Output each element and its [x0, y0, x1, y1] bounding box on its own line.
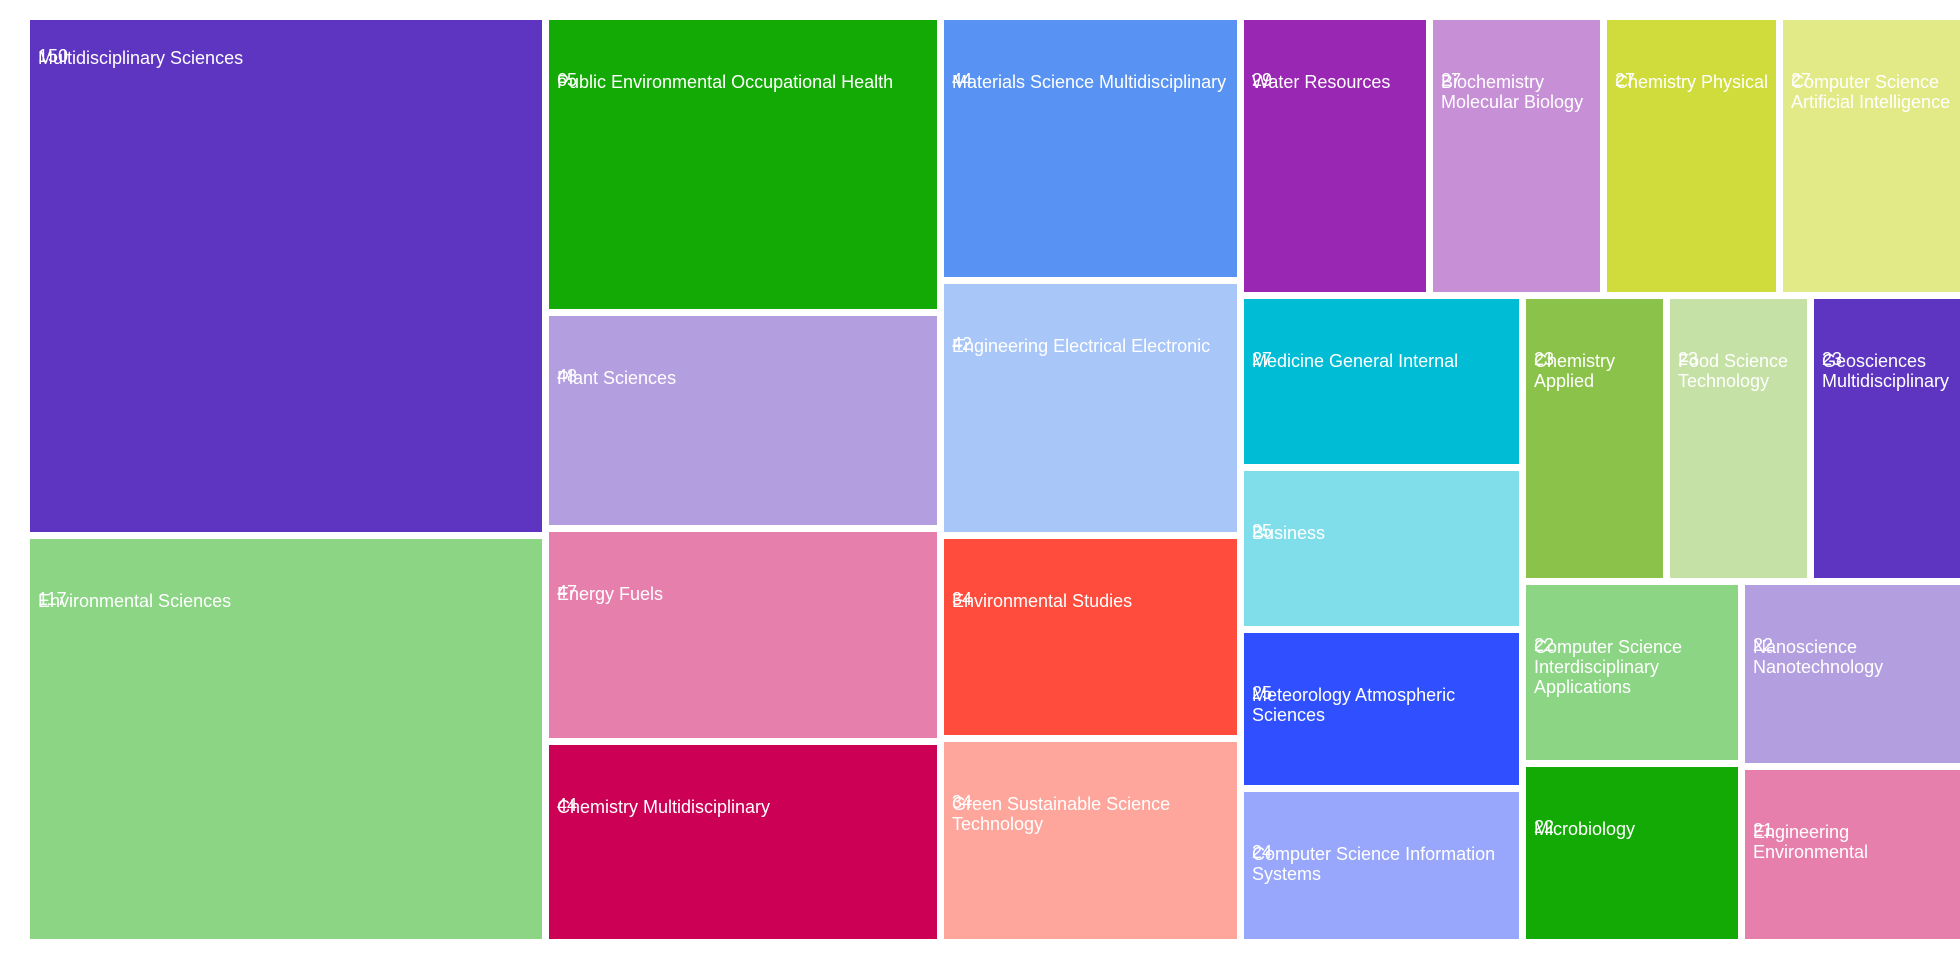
treemap-tile[interactable]: 22 Microbiology — [1526, 767, 1738, 939]
treemap-tile[interactable]: 27 Medicine General Internal — [1244, 299, 1519, 464]
tile-label: Business — [1252, 523, 1326, 543]
tile-value: 117 — [38, 589, 67, 609]
tile-value: 150 — [38, 46, 69, 66]
tile-label: Multidisciplinary Sciences — [38, 48, 244, 68]
treemap-tile[interactable]: 23 Geosciences Multidisciplinary — [1814, 299, 1960, 578]
tile-value: 34 — [952, 792, 973, 812]
tile-value: 21 — [1753, 820, 1774, 840]
tile-value: 27 — [1615, 70, 1636, 90]
tile-label: Computer Science Artificial Intelligence — [1791, 72, 1951, 112]
treemap-tile[interactable]: 25 Meteorology Atmospheric Sciences — [1244, 633, 1519, 785]
tile-value: 22 — [1534, 817, 1555, 837]
tile-value: 27 — [1441, 70, 1462, 90]
tile-value: 23 — [1534, 349, 1555, 369]
tile-value: 42 — [952, 334, 973, 354]
tile-value: 29 — [1252, 70, 1273, 90]
tile-label: Energy Fuels — [557, 584, 664, 604]
tile-label: Geosciences Multidisciplinary — [1822, 351, 1950, 391]
tile-label: Plant Sciences — [557, 368, 677, 388]
treemap-tile[interactable]: 24 Computer Science Information Systems — [1244, 792, 1519, 939]
treemap-tile[interactable]: 21 Engineering Environmental — [1745, 770, 1960, 939]
treemap-tile[interactable]: 27 Chemistry Physical — [1607, 20, 1776, 292]
tile-label: Water Resources — [1252, 72, 1391, 92]
tile-value: 44 — [952, 70, 973, 90]
tile-value: 27 — [1791, 70, 1812, 90]
tile-value: 47 — [557, 582, 578, 602]
tile-value: 25 — [1252, 683, 1273, 703]
treemap-tile[interactable]: 23 Food Science Technology — [1670, 299, 1807, 578]
tile-label: Engineering Environmental — [1753, 822, 1869, 862]
tile-label: Nanoscience Nanotechnology — [1753, 637, 1884, 677]
treemap-tile[interactable]: 48 Plant Sciences — [549, 316, 937, 525]
tile-label: Chemistry Multidisciplinary — [557, 797, 771, 817]
tile-value: 65 — [557, 70, 578, 90]
tile-label: Food Science Technology — [1678, 351, 1789, 391]
tile-label: Green Sustainable Science Technology — [952, 794, 1171, 834]
treemap-tile[interactable]: 27 Biochemistry Molecular Biology — [1433, 20, 1600, 292]
treemap-tile[interactable]: 42 Engineering Electrical Electronic — [944, 284, 1237, 532]
treemap-tile[interactable]: 34 Green Sustainable Science Technology — [944, 742, 1237, 939]
tile-label: Public Environmental Occupational Health — [557, 72, 894, 92]
tile-label: Environmental Studies — [952, 591, 1133, 611]
tile-label: Computer Science Information Systems — [1252, 844, 1496, 884]
treemap-tile[interactable]: 117 Environmental Sciences — [30, 539, 542, 939]
treemap-tile[interactable]: 44 Chemistry Multidisciplinary — [549, 745, 937, 939]
tile-label: Chemistry Physical — [1615, 72, 1769, 92]
tile-value: 22 — [1534, 635, 1555, 655]
tile-label: Microbiology — [1534, 819, 1636, 839]
treemap-tile[interactable]: 65 Public Environmental Occupational Heal… — [549, 20, 937, 309]
tile-label: Biochemistry Molecular Biology — [1441, 72, 1584, 112]
treemap-tile[interactable]: 27 Computer Science Artificial Intelligen… — [1783, 20, 1960, 292]
tile-value: 23 — [1822, 349, 1843, 369]
tile-label: Computer Science Interdisciplinary Appli… — [1534, 637, 1683, 697]
treemap-tile[interactable]: 47 Energy Fuels — [549, 532, 937, 738]
treemap-tile[interactable]: 34 Environmental Studies — [944, 539, 1237, 735]
tile-value: 48 — [557, 366, 578, 386]
tile-label: Chemistry Applied — [1534, 351, 1616, 391]
treemap-tile[interactable]: 22 Computer Science Interdisciplinary App… — [1526, 585, 1738, 760]
tile-label: Meteorology Atmospheric Sciences — [1252, 685, 1456, 725]
treemap-tile[interactable]: 23 Chemistry Applied — [1526, 299, 1663, 578]
tile-value: 34 — [952, 589, 973, 609]
tile-label: Medicine General Internal — [1252, 351, 1459, 371]
treemap-tile[interactable]: 150 Multidisciplinary Sciences — [30, 20, 542, 532]
tile-value: 27 — [1252, 349, 1273, 369]
treemap-tile[interactable]: 22 Nanoscience Nanotechnology — [1745, 585, 1960, 763]
tile-label: Materials Science Multidisciplinary — [952, 72, 1227, 92]
tile-value: 23 — [1678, 349, 1699, 369]
treemap-tile[interactable]: 29 Water Resources — [1244, 20, 1426, 292]
treemap-tile[interactable]: 25 Business — [1244, 471, 1519, 626]
treemap-tile[interactable]: 44 Materials Science Multidisciplinary — [944, 20, 1237, 277]
tile-value: 22 — [1753, 635, 1774, 655]
tile-label: Environmental Sciences — [38, 591, 232, 611]
tile-value: 25 — [1252, 521, 1273, 541]
tile-value: 44 — [557, 795, 578, 815]
tile-value: 24 — [1252, 842, 1273, 862]
tile-label: Engineering Electrical Electronic — [952, 336, 1211, 356]
